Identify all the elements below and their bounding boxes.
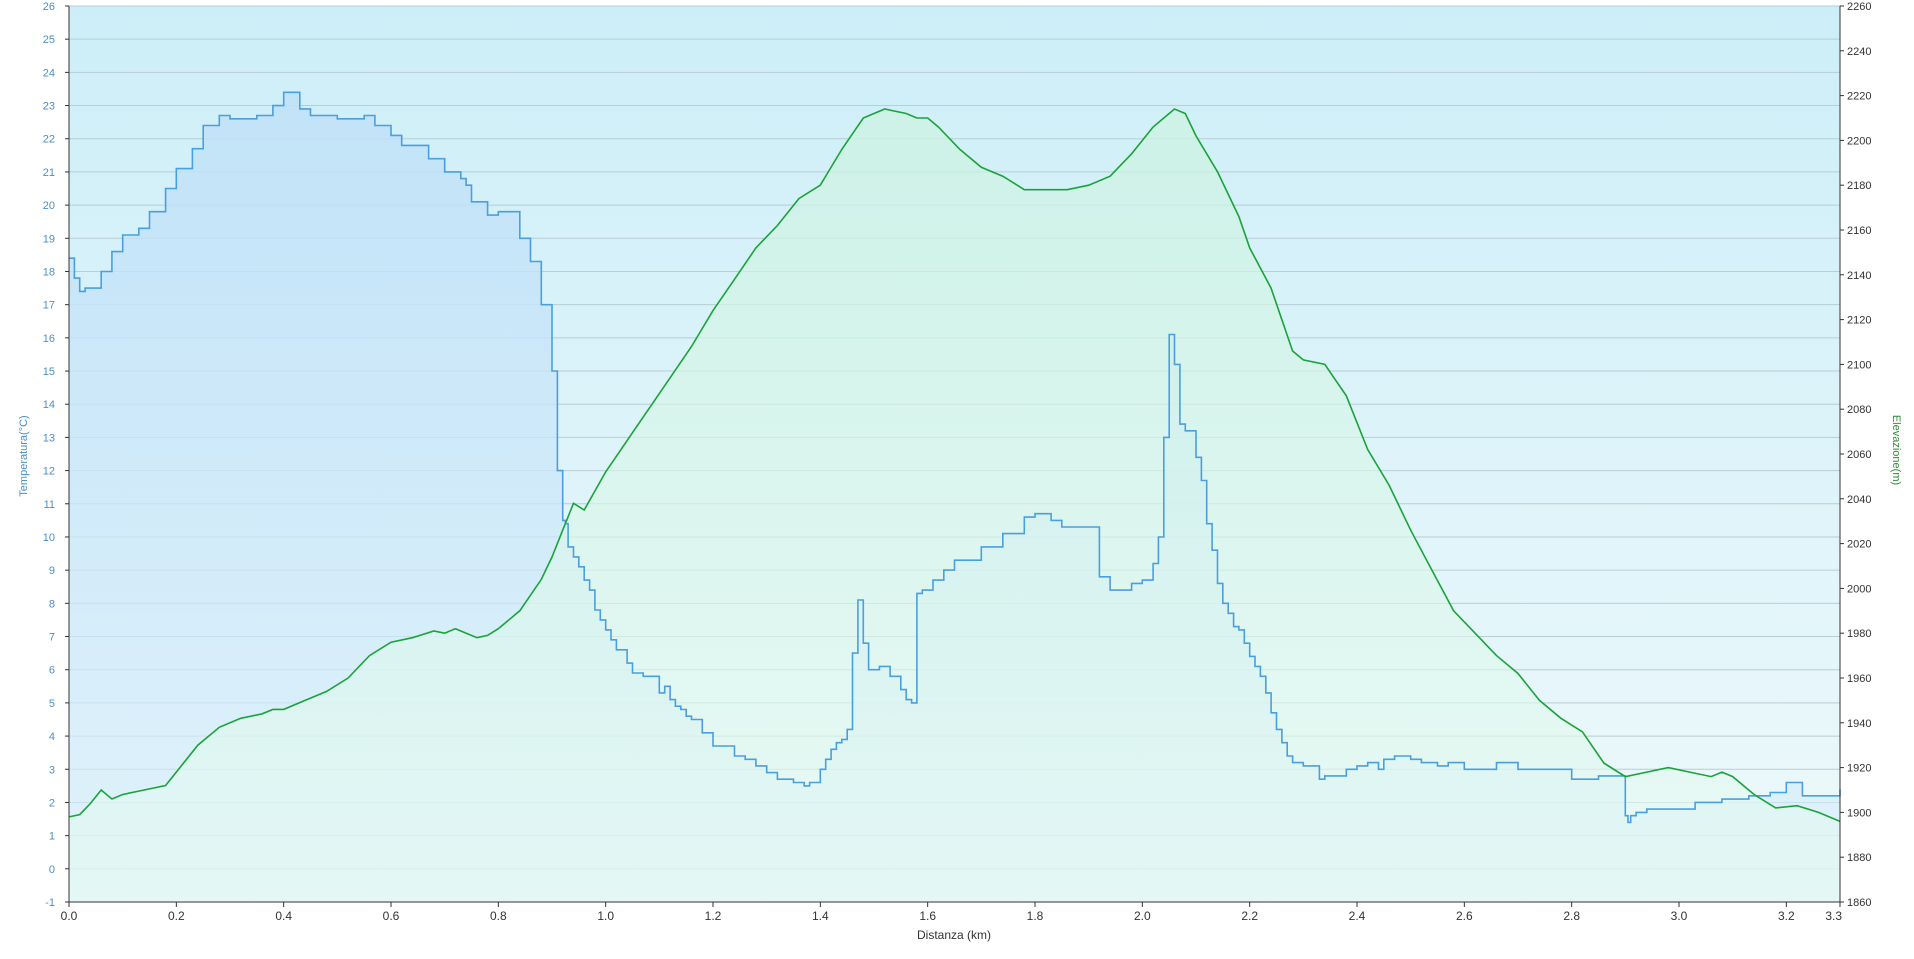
x-tick-label: 0.8 (490, 909, 507, 923)
y-tick-label-left: 1 (49, 831, 55, 843)
y-axis-label-left: Temperatura(°C) (18, 415, 30, 496)
y-tick-label-right: 2080 (1847, 404, 1871, 416)
y-tick-label-left: 20 (43, 200, 55, 212)
y-axis-label-right: Elevazione(m) (1890, 415, 1902, 485)
y-tick-label-right: 1860 (1847, 897, 1871, 909)
y-tick-label-left: 11 (44, 499, 55, 511)
x-tick-label: 1.4 (812, 909, 829, 923)
y-tick-label-left: -1 (45, 897, 55, 909)
y-tick-label-left: 10 (43, 532, 55, 544)
y-tick-label-right: 2180 (1847, 180, 1871, 192)
x-tick-label: 2.0 (1134, 909, 1151, 923)
y-tick-label-left: 6 (49, 665, 55, 677)
y-tick-label-right: 2020 (1847, 539, 1871, 551)
y-tick-label-right: 1980 (1847, 628, 1871, 640)
y-tick-label-right: 2220 (1847, 91, 1871, 103)
x-tick-label: 1.6 (919, 909, 936, 923)
axes: -101234567891011121314151617181920212223… (43, 1, 1872, 923)
x-axis-label: Distanza (km) (917, 928, 991, 942)
x-tick-label: 3.0 (1671, 909, 1688, 923)
y-tick-label-right: 2040 (1847, 494, 1871, 506)
y-tick-label-right: 2260 (1847, 1, 1871, 13)
y-tick-label-left: 7 (49, 632, 55, 644)
y-tick-label-left: 12 (43, 466, 55, 478)
y-tick-label-left: 17 (43, 300, 55, 312)
y-tick-label-right: 1920 (1847, 763, 1871, 775)
y-tick-label-right: 2060 (1847, 449, 1871, 461)
y-tick-label-right: 2100 (1847, 359, 1871, 371)
y-tick-label-right: 2120 (1847, 315, 1871, 327)
y-tick-label-right: 2140 (1847, 270, 1871, 282)
x-tick-label: 0.2 (168, 909, 185, 923)
y-tick-label-left: 18 (43, 266, 55, 278)
x-tick-label: 1.8 (1027, 909, 1044, 923)
elevation-area (69, 109, 1840, 902)
x-tick-label: 0.6 (383, 909, 400, 923)
y-tick-label-left: 25 (43, 34, 55, 46)
y-tick-label-left: 2 (49, 797, 55, 809)
elevation-line (68, 108, 1841, 823)
y-tick-label-left: 21 (43, 167, 55, 179)
elevation-fill (69, 109, 1840, 902)
y-tick-label-left: 19 (43, 233, 55, 245)
x-tick-label: 2.8 (1563, 909, 1580, 923)
y-tick-label-right: 2200 (1847, 135, 1871, 147)
y-tick-label-left: 4 (49, 731, 55, 743)
x-tick-label: 1.0 (597, 909, 614, 923)
x-tick-label: 3.2 (1778, 909, 1795, 923)
y-tick-label-left: 26 (43, 1, 55, 13)
y-tick-label-left: 0 (49, 864, 55, 876)
y-tick-label-right: 1900 (1847, 807, 1871, 819)
y-tick-label-left: 9 (49, 565, 55, 577)
temperature-line (69, 91, 1841, 824)
y-tick-label-right: 2240 (1847, 46, 1871, 58)
x-tick-label: 2.6 (1456, 909, 1473, 923)
y-tick-label-left: 3 (49, 764, 55, 776)
x-tick-label: 2.2 (1241, 909, 1258, 923)
y-tick-label-right: 1880 (1847, 852, 1871, 864)
y-tick-label-left: 15 (43, 366, 55, 378)
x-tick-label: 2.4 (1349, 909, 1366, 923)
series-lines (68, 91, 1841, 824)
y-tick-label-right: 2160 (1847, 225, 1871, 237)
y-tick-label-left: 23 (43, 101, 55, 113)
y-tick-label-left: 14 (43, 399, 55, 411)
y-tick-label-left: 22 (43, 134, 55, 146)
y-tick-label-left: 24 (43, 67, 55, 79)
x-tick-label: 3.3 (1825, 909, 1842, 923)
y-tick-label-left: 5 (49, 698, 55, 710)
x-tick-label: 1.2 (705, 909, 722, 923)
y-tick-label-left: 8 (49, 598, 55, 610)
y-tick-label-right: 2000 (1847, 583, 1871, 595)
x-tick-label: 0.4 (275, 909, 292, 923)
y-tick-label-right: 1960 (1847, 673, 1871, 685)
x-tick-label: 0.0 (61, 909, 78, 923)
y-tick-label-left: 16 (43, 333, 55, 345)
y-tick-label-left: 13 (43, 432, 55, 444)
y-tick-label-right: 1940 (1847, 718, 1871, 730)
